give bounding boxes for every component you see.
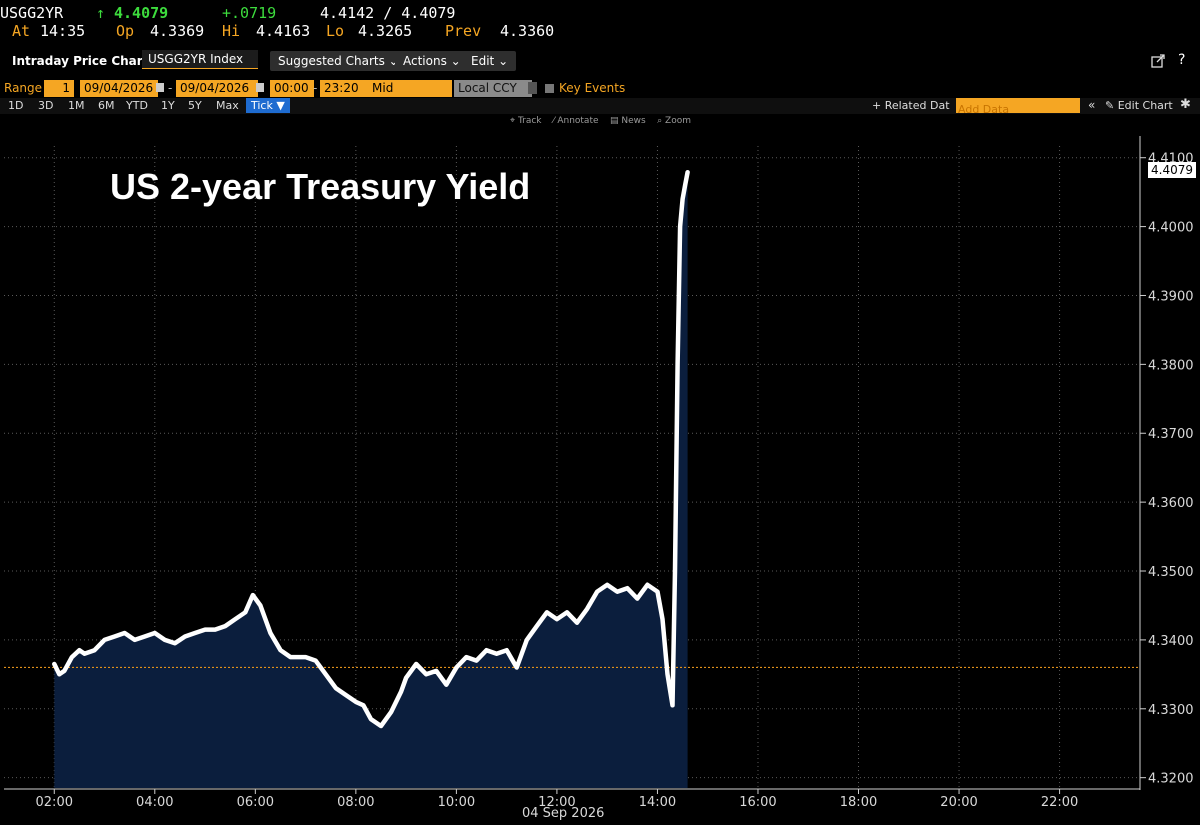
- price-chart[interactable]: 4.3200 4.3300 4.3400 4.3500 4.3600 4.3700 4.38…: [0, 126, 1200, 825]
- high-label: Hi: [222, 22, 241, 40]
- edit-chart-button[interactable]: ✎ Edit Chart: [1105, 99, 1173, 112]
- end-time-input[interactable]: 23:20: [320, 80, 368, 97]
- range-row: Range 1 09/04/2026 - 09/04/2026 00:00 - …: [0, 80, 1200, 98]
- period-tick-button[interactable]: Tick ▼: [246, 98, 290, 113]
- y-tick-label: 4.3900: [1148, 289, 1194, 304]
- y-tick-label: 4.3300: [1148, 703, 1194, 718]
- prev-label: Prev: [445, 22, 482, 40]
- track-tool[interactable]: ⌖ Track: [510, 116, 542, 126]
- news-label: News: [621, 116, 646, 126]
- range-count-input[interactable]: 1: [44, 80, 74, 97]
- end-date-input[interactable]: 09/04/2026: [176, 80, 258, 97]
- price-field-select[interactable]: Mid: [368, 80, 452, 97]
- chart-tools: ⌖ Track ⁄ Annotate ▤ News ⌕ Zoom: [510, 116, 691, 126]
- y-tick-label: 4.4000: [1148, 221, 1194, 236]
- actions-button[interactable]: Actions ⌄: [395, 51, 469, 71]
- help-icon[interactable]: ?: [1178, 52, 1186, 68]
- track-label: Track: [517, 116, 542, 126]
- time-dash: -: [313, 81, 318, 95]
- x-axis-date-label: 04 Sep 2026: [522, 806, 605, 821]
- calendar-icon[interactable]: [156, 83, 164, 92]
- security-input[interactable]: USGG2YR Index: [142, 50, 258, 69]
- add-data-input[interactable]: Add Data: [956, 98, 1080, 116]
- prev-value: 4.3360: [500, 22, 555, 40]
- bid-ask: 4.4142 / 4.4079: [320, 4, 456, 22]
- key-events-label: Key Events: [559, 81, 626, 95]
- last-price-tag: 4.4079: [1148, 162, 1196, 178]
- edit-chart-label: Edit Chart: [1117, 99, 1173, 112]
- chevron-down-icon: ⌄: [450, 54, 461, 68]
- open-value: 4.3369: [150, 22, 205, 40]
- settings-icon[interactable]: ✱: [1180, 97, 1191, 112]
- period-button-1m[interactable]: 1M: [68, 99, 85, 112]
- annotate-tool[interactable]: ⁄ Annotate: [552, 116, 599, 126]
- low-value: 4.3265: [358, 22, 413, 40]
- last-price: 4.4079: [114, 4, 169, 22]
- related-data-button[interactable]: + Related Dat: [872, 99, 950, 112]
- ticker[interactable]: USGG2YR: [0, 4, 64, 22]
- actions-label: Actions: [403, 54, 447, 68]
- news-tool[interactable]: ▤ News: [609, 116, 646, 126]
- key-events-checkbox[interactable]: [545, 84, 554, 93]
- low-label: Lo: [326, 22, 345, 40]
- x-tick-label: 22:00: [1041, 795, 1078, 810]
- suggested-charts-label: Suggested Charts: [278, 54, 385, 68]
- at-label: At: [12, 22, 31, 40]
- currency-select[interactable]: Local CCY: [454, 80, 532, 97]
- net-change: +.0719: [222, 4, 277, 22]
- period-button-ytd[interactable]: YTD: [126, 99, 148, 112]
- x-tick-label: 20:00: [940, 795, 977, 810]
- annotate-label: Annotate: [557, 116, 599, 126]
- area-fill: [54, 172, 688, 788]
- period-button-max[interactable]: Max: [216, 99, 239, 112]
- y-tick-label: 4.3800: [1148, 358, 1194, 373]
- zoom-tool[interactable]: ⌕ Zoom: [657, 116, 691, 126]
- add-data-placeholder: Add Data: [958, 103, 1010, 116]
- period-button-1y[interactable]: 1Y: [161, 99, 175, 112]
- x-tick-label: 10:00: [438, 795, 475, 810]
- chart-toolbar: Intraday Price Chart USGG2YR Index Sugge…: [0, 48, 1200, 74]
- chart-title: US 2-year Treasury Yield: [110, 166, 531, 207]
- chevron-down-icon: ⌄: [498, 54, 509, 68]
- start-date-input[interactable]: 09/04/2026: [80, 80, 158, 97]
- range-label: Range: [4, 81, 43, 95]
- export-icon[interactable]: [1150, 53, 1166, 69]
- x-tick-label: 16:00: [739, 795, 776, 810]
- period-row: 1D 3D 1M 6M YTD 1Y 5Y Max Tick ▼ + Related Dat …: [0, 97, 1200, 116]
- collapse-icon[interactable]: «: [1088, 98, 1096, 112]
- y-tick-label: 4.3500: [1148, 565, 1194, 580]
- currency-dropdown-icon[interactable]: [528, 82, 537, 94]
- high-value: 4.4163: [256, 22, 311, 40]
- yield-line: [52, 169, 690, 729]
- at-time: 14:35: [40, 22, 86, 40]
- period-button-6m[interactable]: 6M: [98, 99, 115, 112]
- x-tick-label: 04:00: [136, 795, 173, 810]
- x-tick-label: 18:00: [840, 795, 877, 810]
- open-label: Op: [116, 22, 135, 40]
- chevron-down-icon: ⌄: [388, 54, 399, 68]
- y-tick-label: 4.3200: [1148, 772, 1194, 787]
- pencil-icon: ✎: [1105, 99, 1115, 112]
- edit-button[interactable]: Edit ⌄: [463, 51, 517, 71]
- chart-type-title: Intraday Price Chart: [12, 54, 149, 68]
- y-tick-label: 4.3400: [1148, 634, 1194, 649]
- range-dash: -: [168, 81, 173, 95]
- x-tick-label: 12:00: [538, 795, 575, 810]
- period-button-5y[interactable]: 5Y: [188, 99, 202, 112]
- y-tick-label: 4.3600: [1148, 496, 1194, 511]
- up-arrow-icon: ↑: [96, 4, 106, 22]
- zoom-label: Zoom: [665, 116, 691, 126]
- calendar-icon[interactable]: [256, 83, 264, 92]
- period-button-1d[interactable]: 1D: [8, 99, 24, 112]
- x-tick-label: 02:00: [36, 795, 73, 810]
- x-tick-label: 14:00: [639, 795, 676, 810]
- edit-label: Edit: [471, 54, 495, 68]
- x-tick-label: 06:00: [237, 795, 274, 810]
- y-tick-label: 4.3700: [1148, 427, 1194, 442]
- start-time-input[interactable]: 00:00: [270, 80, 314, 97]
- x-tick-label: 08:00: [337, 795, 374, 810]
- suggested-charts-button[interactable]: Suggested Charts ⌄: [270, 51, 407, 71]
- period-button-3d[interactable]: 3D: [38, 99, 54, 112]
